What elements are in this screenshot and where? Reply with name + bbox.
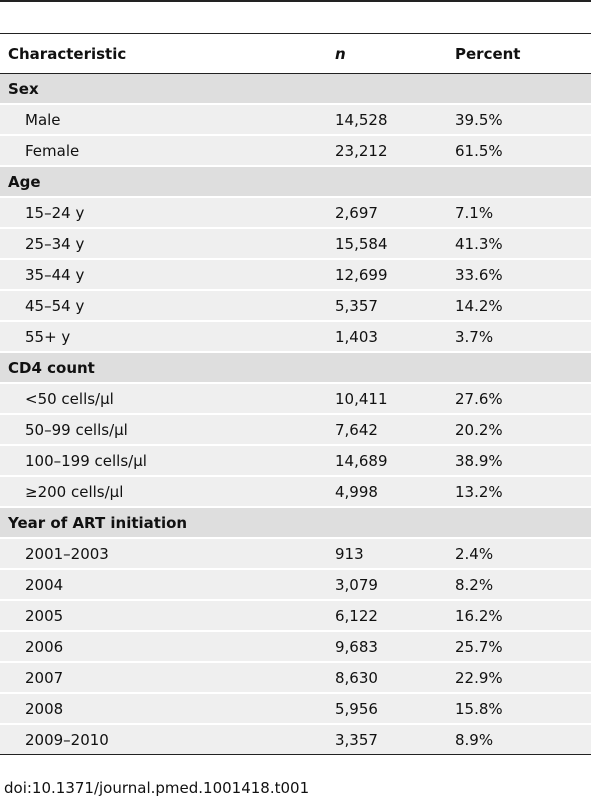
cell: 10,411 <box>335 384 455 415</box>
cell <box>455 508 591 539</box>
cell: 55+ y <box>0 322 335 353</box>
cell <box>335 74 455 105</box>
data-row: 2006 9,683 25.7% <box>0 632 591 663</box>
cell: Female <box>0 136 335 167</box>
cell: 5,956 <box>335 694 455 725</box>
cell: 3.7% <box>455 322 591 353</box>
data-row: 2008 5,956 15.8% <box>0 694 591 725</box>
cell: 25.7% <box>455 632 591 663</box>
cell: 23,212 <box>335 136 455 167</box>
cell: 15–24 y <box>0 198 335 229</box>
cell: 1,403 <box>335 322 455 353</box>
section-row: CD4 count <box>0 353 591 384</box>
cell: 3,079 <box>335 570 455 601</box>
cell: 8.9% <box>455 725 591 755</box>
cell <box>455 353 591 384</box>
cell: 5,357 <box>335 291 455 322</box>
cell: 7.1% <box>455 198 591 229</box>
cell: 50–99 cells/μl <box>0 415 335 446</box>
data-row: Female 23,212 61.5% <box>0 136 591 167</box>
data-row: 35–44 y 12,699 33.6% <box>0 260 591 291</box>
cell: 16.2% <box>455 601 591 632</box>
cell <box>335 508 455 539</box>
cell: 2006 <box>0 632 335 663</box>
cell: 25–34 y <box>0 229 335 260</box>
top-rule <box>0 0 591 2</box>
cell: 2001–2003 <box>0 539 335 570</box>
cell: <50 cells/μl <box>0 384 335 415</box>
cell: 8.2% <box>455 570 591 601</box>
cell: 38.9% <box>455 446 591 477</box>
cell: 14,689 <box>335 446 455 477</box>
cell: 39.5% <box>455 105 591 136</box>
section-row: Age <box>0 167 591 198</box>
table: Characteristic n Percent Sex Male 14,528 39.5%… <box>0 33 591 755</box>
section-row: Year of ART initiation <box>0 508 591 539</box>
cell: 2.4% <box>455 539 591 570</box>
cell: 14.2% <box>455 291 591 322</box>
cell: 13.2% <box>455 477 591 508</box>
data-row: 50–99 cells/μl 7,642 20.2% <box>0 415 591 446</box>
cell: 45–54 y <box>0 291 335 322</box>
column-header: n <box>335 33 455 74</box>
cell: ≥200 cells/μl <box>0 477 335 508</box>
cell: 6,122 <box>335 601 455 632</box>
data-row: 15–24 y 2,697 7.1% <box>0 198 591 229</box>
cell: 2008 <box>0 694 335 725</box>
cell <box>455 167 591 198</box>
data-row: ≥200 cells/μl 4,998 13.2% <box>0 477 591 508</box>
cell: Male <box>0 105 335 136</box>
cell: 4,998 <box>335 477 455 508</box>
cell: 7,642 <box>335 415 455 446</box>
data-row: 2001–2003 913 2.4% <box>0 539 591 570</box>
cell: 15.8% <box>455 694 591 725</box>
cell <box>335 353 455 384</box>
cell: 2,697 <box>335 198 455 229</box>
column-header: Percent <box>455 33 591 74</box>
column-header: Characteristic <box>0 33 335 74</box>
cell: 41.3% <box>455 229 591 260</box>
cell: 61.5% <box>455 136 591 167</box>
cell: 33.6% <box>455 260 591 291</box>
data-row: 55+ y 1,403 3.7% <box>0 322 591 353</box>
data-row: 2007 8,630 22.9% <box>0 663 591 694</box>
data-row: 100–199 cells/μl 14,689 38.9% <box>0 446 591 477</box>
section-label: Year of ART initiation <box>0 508 335 539</box>
cell <box>455 74 591 105</box>
cell: 100–199 cells/μl <box>0 446 335 477</box>
cell: 3,357 <box>335 725 455 755</box>
cell: 27.6% <box>455 384 591 415</box>
header-row: Characteristic n Percent <box>0 33 591 74</box>
data-row: 2005 6,122 16.2% <box>0 601 591 632</box>
doi-footer: doi:10.1371/journal.pmed.1001418.t001 <box>4 779 310 797</box>
cell: 8,630 <box>335 663 455 694</box>
cell: 15,584 <box>335 229 455 260</box>
data-row: 45–54 y 5,357 14.2% <box>0 291 591 322</box>
section-row: Sex <box>0 74 591 105</box>
cell: 9,683 <box>335 632 455 663</box>
cell: 2009–2010 <box>0 725 335 755</box>
cell: 22.9% <box>455 663 591 694</box>
cell: 2004 <box>0 570 335 601</box>
section-label: Sex <box>0 74 335 105</box>
data-row: 2004 3,079 8.2% <box>0 570 591 601</box>
cell: 14,528 <box>335 105 455 136</box>
cell: 2005 <box>0 601 335 632</box>
cell: 12,699 <box>335 260 455 291</box>
cell: 20.2% <box>455 415 591 446</box>
cell: 2007 <box>0 663 335 694</box>
section-label: CD4 count <box>0 353 335 384</box>
section-label: Age <box>0 167 335 198</box>
cell: 35–44 y <box>0 260 335 291</box>
cell <box>335 167 455 198</box>
cell: 913 <box>335 539 455 570</box>
data-row: <50 cells/μl 10,411 27.6% <box>0 384 591 415</box>
data-row: 25–34 y 15,584 41.3% <box>0 229 591 260</box>
data-row: Male 14,528 39.5% <box>0 105 591 136</box>
data-row: 2009–2010 3,357 8.9% <box>0 725 591 755</box>
